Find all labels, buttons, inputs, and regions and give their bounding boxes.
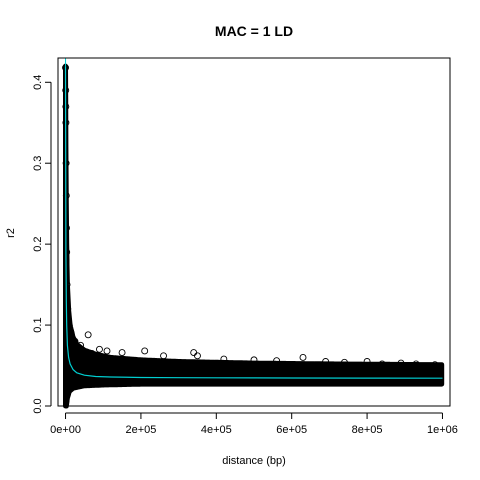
y-axis-label: r2 [5, 228, 17, 238]
data-layer [62, 58, 445, 409]
fit-curve [64, 66, 443, 379]
scatter-point [220, 355, 228, 363]
x-tick-label: 1e+06 [427, 424, 458, 436]
scatter-point [397, 359, 405, 367]
y-tick-label: 0.2 [32, 236, 44, 251]
scatter-points-cloud [63, 63, 445, 409]
scatter-point [250, 356, 258, 364]
scatter-point [67, 329, 75, 337]
scatter-point [88, 349, 96, 357]
scatter-point [412, 360, 420, 368]
y-tick-label: 0.0 [32, 398, 44, 413]
scatter-point [103, 347, 111, 355]
scatter-point [71, 337, 79, 345]
chart-title: MAC = 1 LD [215, 23, 293, 39]
scatter-point [63, 281, 71, 289]
scatter-point [63, 248, 71, 256]
y-tick-label: 0.4 [32, 75, 44, 90]
scatter-point [63, 224, 70, 232]
scatter-point [273, 357, 281, 365]
scatter-point [84, 331, 92, 339]
plot-frame [57, 57, 451, 407]
scatter-point [96, 345, 103, 353]
scatter-point [77, 341, 85, 349]
x-tick-label: 4e+05 [201, 424, 232, 436]
scatter-point [363, 358, 371, 365]
x-tick-label: 0e+00 [50, 424, 81, 436]
scatter-point [141, 347, 149, 355]
scatter-point [299, 353, 307, 361]
scatter-point [64, 305, 72, 313]
x-axis-label: distance (bp) [222, 455, 286, 467]
y-tick-label: 0.1 [32, 317, 44, 332]
scatter-point [378, 360, 386, 368]
x-tick-label: 8e+05 [352, 424, 383, 436]
scatter-point [341, 358, 348, 366]
scatter-point [160, 352, 167, 360]
y-tick-label: 0.3 [32, 156, 44, 171]
scatter-point [322, 358, 330, 365]
scatter-point [118, 349, 126, 357]
scatter-point [431, 361, 439, 369]
scatter-point [194, 352, 201, 360]
x-tick-label: 2e+05 [125, 424, 156, 436]
axes: 0e+00 2e+05 4e+05 6e+05 8e+05 1e+06 0.0 0.1 0.2 0… [32, 75, 458, 436]
x-tick-label: 6e+05 [276, 424, 307, 436]
